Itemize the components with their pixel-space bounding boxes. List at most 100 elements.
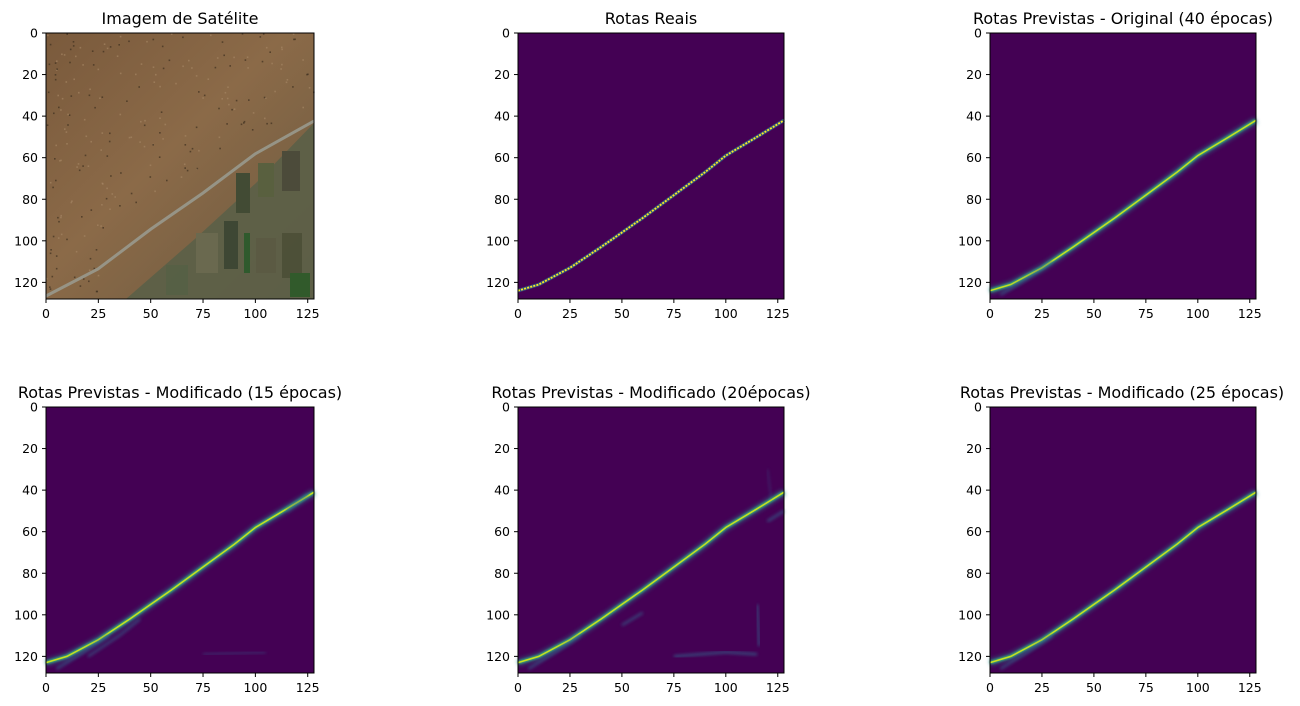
x-tick: 0 [986,673,994,695]
texture-speck [93,267,96,270]
y-tick: 60 [22,150,46,165]
texture-speck [160,111,163,113]
texture-speck [101,96,104,98]
texture-speck [271,62,273,65]
texture-speck [50,249,52,251]
texture-speck [149,164,152,167]
y-tick: 60 [494,524,518,539]
texture-speck [280,68,282,70]
x-tick-label: 0 [514,306,522,321]
y-tick-label: 120 [14,275,38,290]
texture-speck [95,249,98,251]
texture-speck [307,73,309,76]
panel-title: Rotas Previstas - Modificado (15 épocas) [18,383,342,402]
heatmap-background [518,407,784,673]
texture-speck [138,86,140,88]
texture-speck [184,144,187,146]
texture-speck [233,108,236,110]
texture-speck [270,122,273,125]
texture-speck [180,176,183,178]
texture-speck [265,46,268,49]
texture-speck [101,132,104,134]
texture-speck [244,59,247,61]
y-tick-label: 100 [958,607,982,622]
y-tick-label: 120 [486,275,510,290]
texture-speck [97,68,100,71]
texture-speck [58,106,60,109]
texture-speck [251,129,254,131]
panel-title: Rotas Reais [605,9,698,28]
x-tick: 100 [714,299,738,321]
texture-speck [246,56,249,58]
texture-speck [221,41,224,43]
texture-speck [183,163,186,166]
panel-prediction-original-40: Rotas Previstas - Original (40 épocas) [973,9,1273,300]
texture-speck [49,252,52,255]
texture-speck [152,144,154,146]
texture-speck [53,112,55,115]
panel-title: Rotas Previstas - Original (40 épocas) [973,9,1273,28]
y-tick-label: 80 [494,192,510,207]
texture-speck [154,190,156,193]
y-tick: 120 [486,649,518,664]
texture-speck [77,163,80,165]
texture-speck [119,113,122,116]
y-tick-label: 60 [494,150,510,165]
texture-speck [90,140,92,143]
texture-speck [60,159,62,162]
texture-speck [210,34,212,37]
y-tick-label: 100 [958,233,982,248]
y-tick: 120 [958,275,990,290]
texture-speck [95,290,98,293]
texture-speck [47,34,49,37]
y-tick-label: 40 [22,109,38,124]
texture-speck [54,78,57,81]
y-tick: 40 [966,483,990,498]
texture-speck [82,64,84,66]
y-tick: 60 [22,524,46,539]
texture-speck [139,141,141,143]
texture-speck [60,109,62,111]
y-tick: 120 [486,275,518,290]
farmland-fields [126,123,314,299]
x-tick-label: 75 [666,680,682,695]
texture-speck [88,94,91,97]
x-tick-label: 75 [195,680,211,695]
texture-speck [118,44,120,46]
texture-speck [203,94,206,97]
texture-speck [59,160,61,162]
texture-speck [196,167,199,170]
texture-speck [68,114,71,116]
x-tick-label: 0 [514,680,522,695]
texture-speck [108,140,111,143]
x-tick-label: 25 [562,680,578,695]
texture-speck [218,136,221,139]
texture-speck [231,108,233,111]
y-tick: 0 [502,26,518,41]
texture-speck [57,216,59,219]
texture-speck [52,235,55,238]
y-tick: 100 [958,233,990,248]
x-tick: 75 [1138,299,1154,321]
satellite-road [45,119,315,298]
y-tick-label: 20 [22,441,38,456]
x-tick: 50 [1086,673,1102,695]
y-tick-label: 100 [14,607,38,622]
x-tick-label: 0 [986,306,994,321]
y-tick: 80 [966,192,990,207]
panel-satellite-image: Imagem de Satélite [45,9,315,300]
y-tick-label: 0 [30,400,38,415]
texture-speck [216,57,219,59]
x-tick: 25 [562,673,578,695]
panel-ground-truth: Rotas Reais [517,9,785,300]
y-tick: 20 [494,67,518,82]
x-tick-label: 125 [1238,306,1262,321]
texture-speck [219,147,221,150]
y-tick: 80 [494,192,518,207]
y-tick-label: 80 [22,192,38,207]
faint-response [999,260,1053,296]
texture-speck [97,274,100,277]
y-tick: 0 [30,26,46,41]
y-tick-label: 80 [966,566,982,581]
texture-speck [286,79,289,81]
